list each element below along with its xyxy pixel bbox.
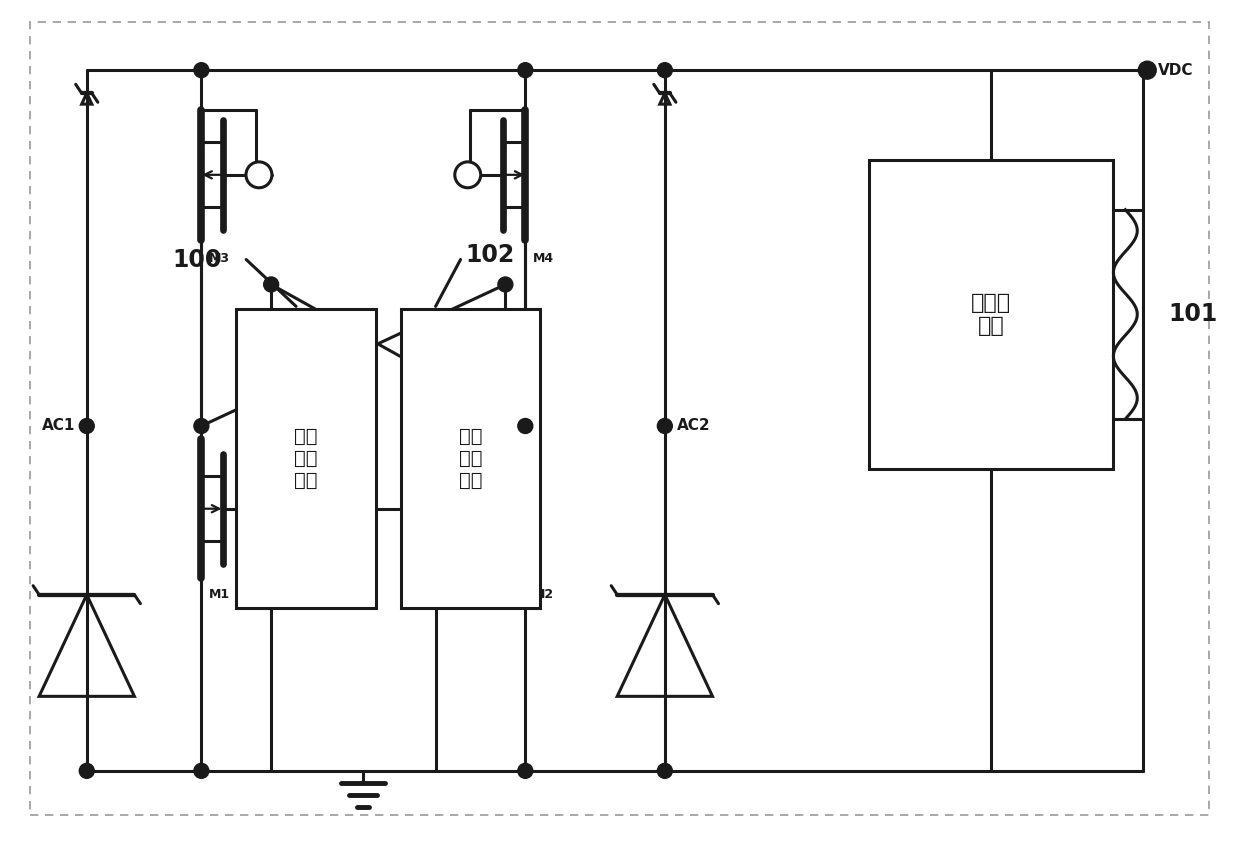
- Circle shape: [195, 419, 209, 434]
- Circle shape: [498, 277, 513, 292]
- Circle shape: [1139, 62, 1156, 79]
- Circle shape: [658, 763, 673, 778]
- Text: M1: M1: [209, 588, 230, 602]
- Text: 100: 100: [172, 247, 222, 272]
- Circle shape: [658, 62, 673, 78]
- Circle shape: [455, 162, 481, 187]
- Text: VDC: VDC: [1158, 62, 1193, 78]
- Text: 第一
驱动
电路: 第一 驱动 电路: [295, 427, 317, 490]
- Circle shape: [79, 763, 94, 778]
- Text: 第二
驱动
电路: 第二 驱动 电路: [458, 427, 482, 490]
- Text: AC2: AC2: [676, 419, 710, 434]
- Bar: [400, 310, 540, 609]
- Text: 101: 101: [1168, 302, 1218, 327]
- Bar: [870, 160, 1114, 469]
- Circle shape: [658, 419, 673, 434]
- Circle shape: [79, 419, 94, 434]
- Circle shape: [518, 419, 533, 434]
- Text: M3: M3: [209, 252, 230, 264]
- Circle shape: [195, 763, 209, 778]
- Circle shape: [195, 62, 209, 78]
- Circle shape: [247, 162, 271, 187]
- Text: AC1: AC1: [41, 419, 74, 434]
- Text: 102: 102: [466, 242, 514, 267]
- Circle shape: [518, 62, 533, 78]
- Bar: [237, 310, 375, 609]
- Text: M2: M2: [533, 588, 554, 602]
- Text: 主芯片
电路: 主芯片 电路: [971, 293, 1011, 336]
- Circle shape: [518, 763, 533, 778]
- Circle shape: [264, 277, 279, 292]
- Text: M4: M4: [533, 252, 554, 264]
